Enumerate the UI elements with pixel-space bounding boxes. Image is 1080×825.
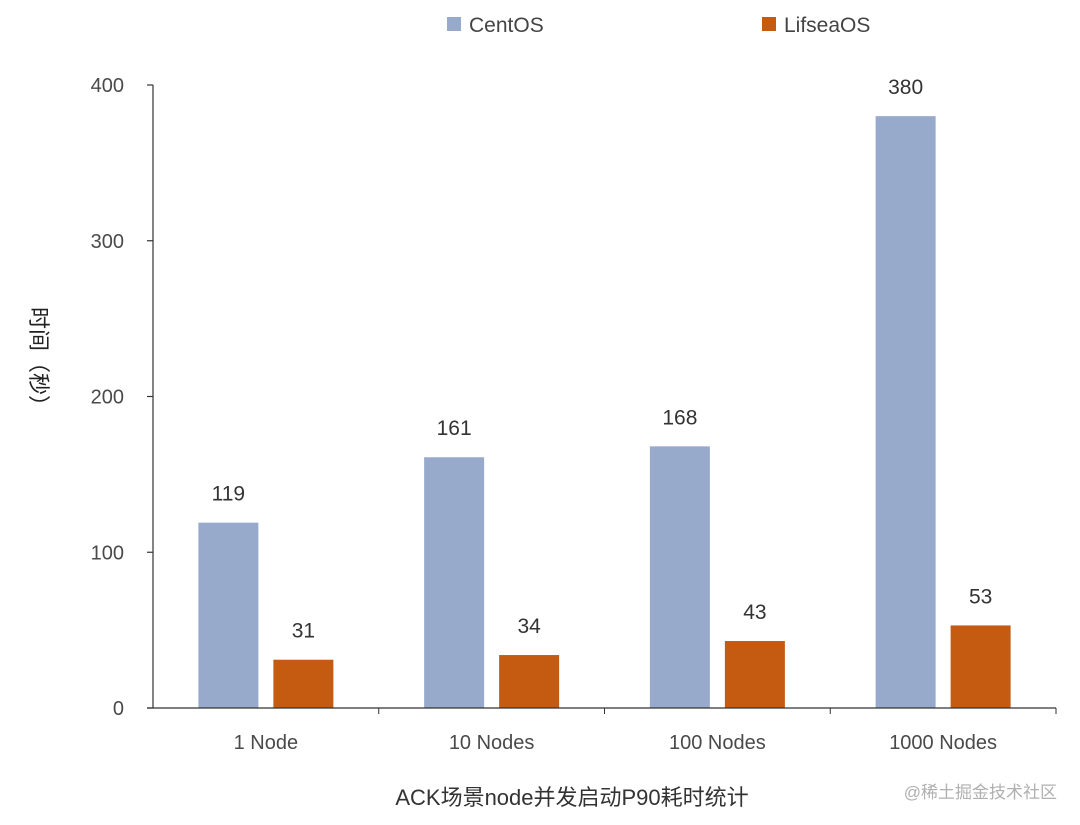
legend-swatch-centos [447, 17, 461, 31]
data-labels: 119 31 161 34 168 43 380 53 [212, 76, 993, 643]
y-tick-label: 100 [91, 542, 124, 564]
bar-centos [875, 116, 936, 708]
y-tick-label: 200 [91, 387, 124, 409]
watermark: @稀土掘金技术社区 [904, 783, 1057, 802]
data-label-lifseaos: 53 [969, 585, 992, 608]
bar-centos [424, 457, 485, 708]
x-tick-label: 1 Node [234, 732, 299, 754]
y-axis-ticks: 0 100 200 300 400 [91, 75, 153, 720]
data-label-centos: 168 [662, 406, 697, 429]
legend: CentOS LifseaOS [447, 14, 870, 37]
data-label-lifseaos: 43 [743, 601, 766, 624]
data-label-centos: 161 [437, 417, 472, 440]
y-tick-label: 400 [91, 75, 124, 97]
x-axis-ticks: 1 Node 10 Nodes 100 Nodes 1000 Nodes [234, 708, 1057, 754]
data-label-centos: 119 [212, 483, 245, 506]
legend-swatch-lifseaos [762, 17, 776, 31]
bar-centos [198, 522, 259, 708]
x-tick-label: 100 Nodes [669, 732, 766, 754]
bar-lifseaos [950, 625, 1011, 708]
y-tick-label: 0 [113, 698, 124, 720]
bars [198, 116, 1011, 708]
x-axis-title: ACK场景node并发启动P90耗时统计 [395, 785, 748, 810]
bar-lifseaos [499, 655, 560, 708]
legend-label-centos: CentOS [469, 14, 544, 37]
y-tick-label: 300 [91, 231, 124, 253]
data-label-lifseaos: 34 [517, 615, 541, 638]
legend-label-lifseaos: LifseaOS [784, 14, 870, 37]
data-label-centos: 380 [888, 76, 923, 99]
data-label-lifseaos: 31 [292, 620, 315, 643]
bar-lifseaos [273, 659, 334, 708]
x-tick-label: 1000 Nodes [889, 732, 997, 754]
bar-centos [649, 446, 710, 708]
y-axis-title: 时间（秒） [26, 307, 51, 417]
x-tick-label: 10 Nodes [449, 732, 535, 754]
bar-lifseaos [724, 641, 785, 708]
